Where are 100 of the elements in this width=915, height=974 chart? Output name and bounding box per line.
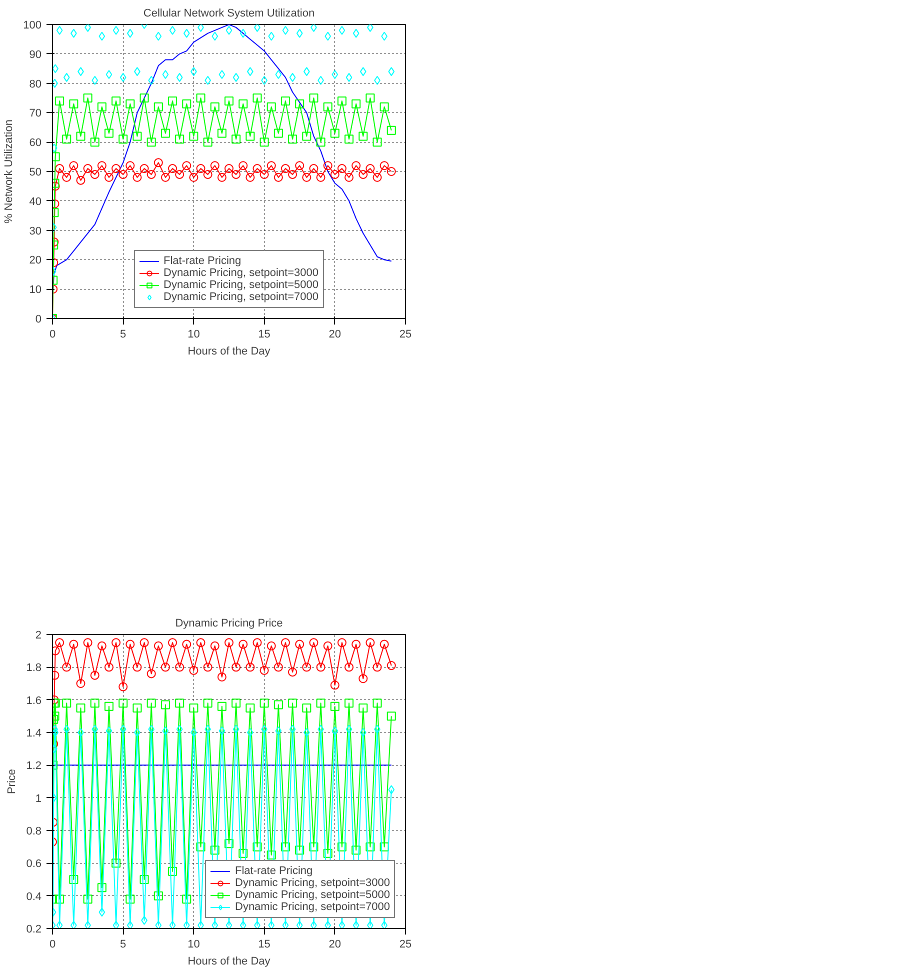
- point: [358, 170, 368, 179]
- point: [210, 641, 220, 650]
- point: [358, 132, 368, 141]
- point: [282, 26, 289, 35]
- point: [344, 134, 354, 144]
- point: [275, 70, 282, 79]
- point: [372, 662, 382, 672]
- point: [55, 894, 64, 904]
- point: [69, 99, 78, 108]
- point: [118, 134, 128, 144]
- x-axis-title: Hours of the Day: [188, 956, 271, 968]
- point: [168, 96, 178, 106]
- point: [69, 875, 78, 884]
- point: [84, 920, 91, 928]
- point: [92, 724, 98, 734]
- point: [224, 638, 234, 648]
- point: [238, 161, 248, 170]
- point: [338, 920, 346, 928]
- point: [352, 28, 360, 38]
- point: [175, 170, 184, 179]
- point: [146, 170, 156, 179]
- x-tick-label: 20: [328, 938, 342, 950]
- point: [126, 894, 135, 904]
- point: [217, 702, 226, 711]
- y-tick-label: 60: [29, 137, 42, 150]
- point: [104, 172, 114, 182]
- point: [134, 728, 140, 737]
- point: [148, 724, 155, 734]
- point: [288, 698, 298, 708]
- point: [388, 67, 395, 76]
- point: [97, 161, 106, 170]
- point: [266, 850, 276, 860]
- point: [372, 698, 382, 708]
- chart-title: Dynamic Pricing Price: [175, 618, 283, 630]
- legend-label: Dynamic Pricing, setpoint=3000: [235, 877, 390, 889]
- y-tick-label: 0.8: [26, 826, 42, 838]
- point: [246, 662, 255, 672]
- point: [140, 875, 149, 884]
- point: [212, 920, 218, 928]
- point: [302, 132, 312, 141]
- point: [120, 72, 126, 82]
- point: [224, 839, 234, 848]
- point: [332, 70, 338, 79]
- point: [97, 102, 106, 112]
- point: [146, 669, 156, 678]
- point: [98, 32, 106, 41]
- point: [55, 638, 64, 648]
- point: [132, 172, 142, 182]
- point: [196, 638, 206, 648]
- point: [97, 883, 106, 892]
- point: [303, 67, 310, 76]
- y-tick-label: 0.2: [26, 924, 42, 936]
- point: [106, 726, 112, 736]
- point: [224, 164, 234, 174]
- point: [118, 682, 128, 692]
- point: [295, 99, 304, 108]
- point: [296, 28, 303, 38]
- point: [289, 724, 296, 734]
- point: [104, 702, 114, 711]
- point: [280, 96, 290, 106]
- point: [346, 72, 352, 82]
- point: [296, 920, 303, 928]
- point: [344, 698, 354, 708]
- point: [252, 842, 262, 852]
- y-tick-label: 1.6: [26, 694, 42, 707]
- point: [337, 842, 346, 852]
- point: [380, 102, 389, 112]
- point: [240, 920, 246, 928]
- x-tick-label: 25: [399, 938, 412, 950]
- point: [372, 172, 382, 182]
- point: [126, 28, 134, 38]
- point: [154, 891, 163, 900]
- point: [210, 102, 220, 112]
- y-tick-label: 1.2: [26, 760, 42, 772]
- point: [176, 72, 183, 82]
- point: [288, 170, 298, 179]
- point: [226, 26, 232, 35]
- point: [140, 638, 149, 648]
- point: [295, 161, 304, 170]
- point: [260, 698, 269, 708]
- point: [268, 32, 275, 41]
- point: [337, 638, 346, 648]
- point: [386, 661, 396, 670]
- legend-label: Dynamic Pricing, setpoint=5000: [164, 279, 318, 291]
- point: [162, 70, 169, 79]
- point: [316, 138, 326, 147]
- point: [146, 138, 156, 147]
- point: [90, 170, 100, 179]
- point: [323, 161, 332, 170]
- x-tick-label: 10: [188, 938, 200, 950]
- point: [210, 161, 220, 170]
- point: [386, 126, 396, 135]
- point: [83, 164, 92, 174]
- point: [360, 728, 366, 737]
- point: [252, 164, 262, 174]
- point: [112, 164, 121, 174]
- point: [246, 172, 255, 182]
- point: [218, 70, 226, 79]
- point: [232, 134, 241, 144]
- y-tick-label: 80: [29, 78, 42, 90]
